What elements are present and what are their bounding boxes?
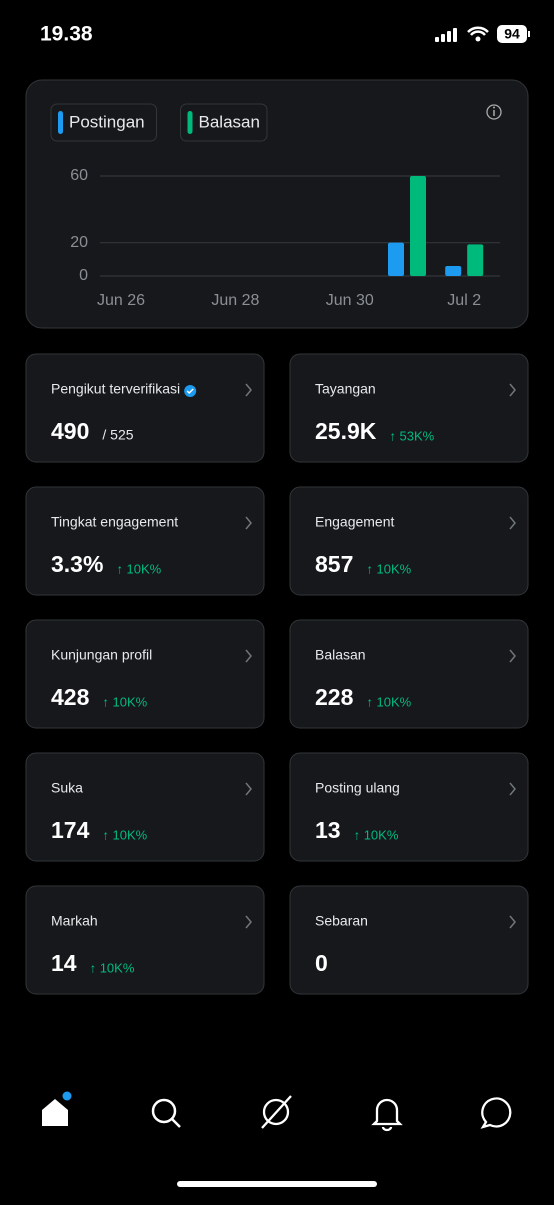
chevron: [245, 516, 252, 530]
metric-change: ↑ 10K%: [354, 827, 399, 842]
y-tick-label: 0: [79, 267, 88, 284]
metric-label: Kunjungan profil: [51, 647, 152, 663]
metric-value: 0: [315, 950, 328, 976]
metric-card[interactable]: [289, 619, 529, 729]
bar: [410, 176, 426, 276]
metric-total: / 525: [102, 427, 133, 443]
legend-label: Postingan: [69, 112, 145, 131]
metric-change: ↑ 10K%: [90, 960, 135, 975]
y-tick-label: 20: [70, 234, 88, 251]
metric-card[interactable]: [289, 885, 529, 995]
metric-label: Sebaran: [315, 913, 368, 929]
legend-item[interactable]: [180, 103, 268, 142]
chevron: [509, 915, 516, 929]
chevron: [509, 782, 516, 796]
metric-value: 3.3%: [51, 551, 103, 577]
metric-card[interactable]: [25, 619, 265, 729]
notification-dot: [62, 1091, 72, 1101]
verified-check: [186, 388, 194, 395]
legend-item[interactable]: [50, 103, 157, 142]
chart: Postingan Balasan 0 20 60 Jun 26 Jun 28 Jun 30 J…: [50, 103, 500, 309]
x-tick-label: Jul 2: [447, 292, 481, 309]
nav-grok[interactable]: [262, 1098, 290, 1126]
home-indicator: [177, 1181, 377, 1187]
metric-change: ↑ 10K%: [366, 561, 411, 576]
metric-label: Pengikut terverifikasi: [51, 381, 180, 397]
metric-value: 428: [51, 684, 90, 710]
chevron: [509, 516, 516, 530]
metric-label: Tayangan: [315, 381, 376, 397]
status-icons: [435, 25, 530, 43]
legend-swatch: [187, 111, 193, 134]
legend-label: Balasan: [199, 112, 260, 131]
metric-card[interactable]: [25, 353, 265, 463]
chevron: [245, 915, 252, 929]
metric-label: Markah: [51, 913, 98, 929]
metric-value: 857: [315, 551, 353, 577]
chevron: [245, 383, 252, 397]
bar: [445, 266, 462, 276]
info-icon[interactable]: [486, 104, 502, 120]
chevron: [509, 649, 516, 663]
x-tick-label: Jun 30: [326, 292, 374, 309]
metric-card[interactable]: [289, 486, 529, 596]
status-time: 19.38: [40, 23, 93, 46]
bar: [467, 244, 484, 276]
metric-change: ↑ 10K%: [366, 694, 411, 709]
metric-label: Posting ulang: [315, 780, 400, 796]
y-tick-label: 60: [70, 167, 88, 184]
x-tick-label: Jun 28: [211, 292, 259, 309]
metric-label: Engagement: [315, 514, 395, 530]
metric-change: ↑ 53K%: [389, 428, 434, 443]
metric-label: Suka: [51, 780, 83, 796]
metric-value: 14: [51, 950, 77, 976]
x-tick-label: Jun 26: [97, 292, 145, 309]
metric-change: ↑ 10K%: [102, 694, 147, 709]
bottom-nav: [42, 1091, 512, 1132]
metric-value: 25.9K: [315, 418, 377, 444]
metric-value: 228: [315, 684, 354, 710]
legend-swatch: [58, 111, 63, 134]
metric-change: ↑ 10K%: [102, 827, 147, 842]
metric-card[interactable]: [289, 353, 529, 463]
nav-messages[interactable]: [480, 1097, 512, 1129]
nav-notifications[interactable]: [371, 1098, 403, 1132]
cards: Pengikut terverifikasi 490 / 525 Tayangan 25…: [25, 353, 529, 995]
metric-value: 13: [315, 817, 341, 843]
chevron: [245, 649, 252, 663]
metric-value: 490: [51, 418, 89, 444]
chevron: [509, 383, 516, 397]
metric-card[interactable]: [25, 486, 265, 596]
metric-label: Balasan: [315, 647, 366, 663]
metric-card[interactable]: [289, 752, 529, 862]
nav-search[interactable]: [151, 1098, 177, 1124]
metric-card[interactable]: [25, 752, 265, 862]
bar: [388, 242, 404, 276]
metric-value: 174: [51, 817, 90, 843]
chevron: [245, 782, 252, 796]
metric-change: ↑ 10K%: [116, 561, 161, 576]
nav-home[interactable]: [42, 1099, 68, 1126]
metric-card[interactable]: [25, 885, 265, 995]
battery-level: 94: [504, 26, 520, 42]
metric-label: Tingkat engagement: [51, 514, 178, 530]
